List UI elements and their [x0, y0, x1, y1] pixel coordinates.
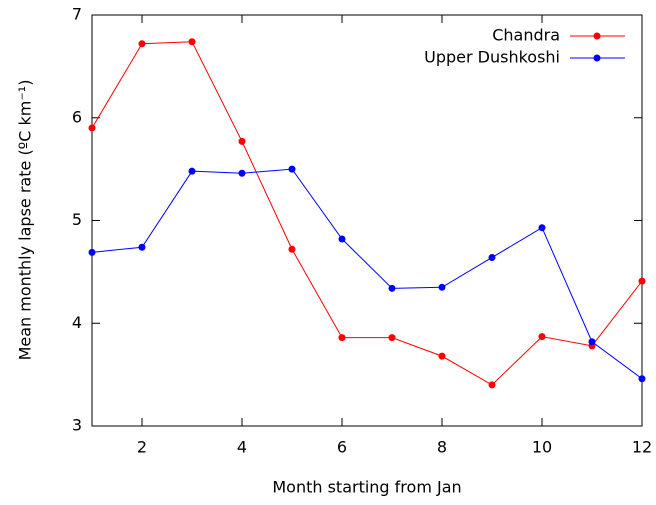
data-point	[488, 381, 496, 389]
x-tick-label: 10	[532, 438, 552, 457]
x-tick-label: 4	[237, 438, 247, 457]
plot-frame	[91, 14, 643, 427]
data-point	[288, 165, 296, 173]
data-point	[638, 375, 646, 383]
x-tick-label: 8	[437, 438, 447, 457]
data-point	[588, 338, 596, 346]
y-axis-label: Mean monthly lapse rate (ºC km⁻¹)	[16, 80, 35, 361]
series-line	[91, 168, 643, 380]
y-tick-label: 4	[72, 313, 82, 332]
data-point	[238, 169, 246, 177]
data-point	[388, 334, 396, 342]
legend-marker	[593, 54, 601, 62]
x-axis-label: Month starting from Jan	[272, 478, 461, 497]
data-point	[638, 277, 646, 285]
series-line	[91, 41, 643, 386]
x-tick-label: 12	[632, 438, 652, 457]
x-tick-label: 6	[337, 438, 347, 457]
data-point	[88, 124, 96, 132]
y-tick-label: 6	[72, 107, 82, 126]
legend-label: Upper Dushkoshi	[424, 48, 560, 67]
data-point	[188, 38, 196, 46]
y-tick-label: 5	[72, 210, 82, 229]
data-point	[438, 283, 446, 291]
legend-label: Chandra	[492, 26, 560, 45]
y-tick-label: 7	[72, 5, 82, 24]
data-point	[538, 224, 546, 232]
data-point	[338, 235, 346, 243]
x-tick-label: 2	[137, 438, 147, 457]
data-point	[488, 253, 496, 261]
data-point	[288, 245, 296, 253]
data-point	[88, 248, 96, 256]
data-point	[138, 40, 146, 48]
data-point	[238, 137, 246, 145]
data-point	[538, 333, 546, 341]
data-point	[338, 334, 346, 342]
data-point	[438, 352, 446, 360]
legend-marker	[593, 32, 601, 40]
data-point	[138, 243, 146, 251]
data-point	[188, 167, 196, 175]
data-point	[388, 284, 396, 292]
y-tick-label: 3	[72, 416, 82, 435]
